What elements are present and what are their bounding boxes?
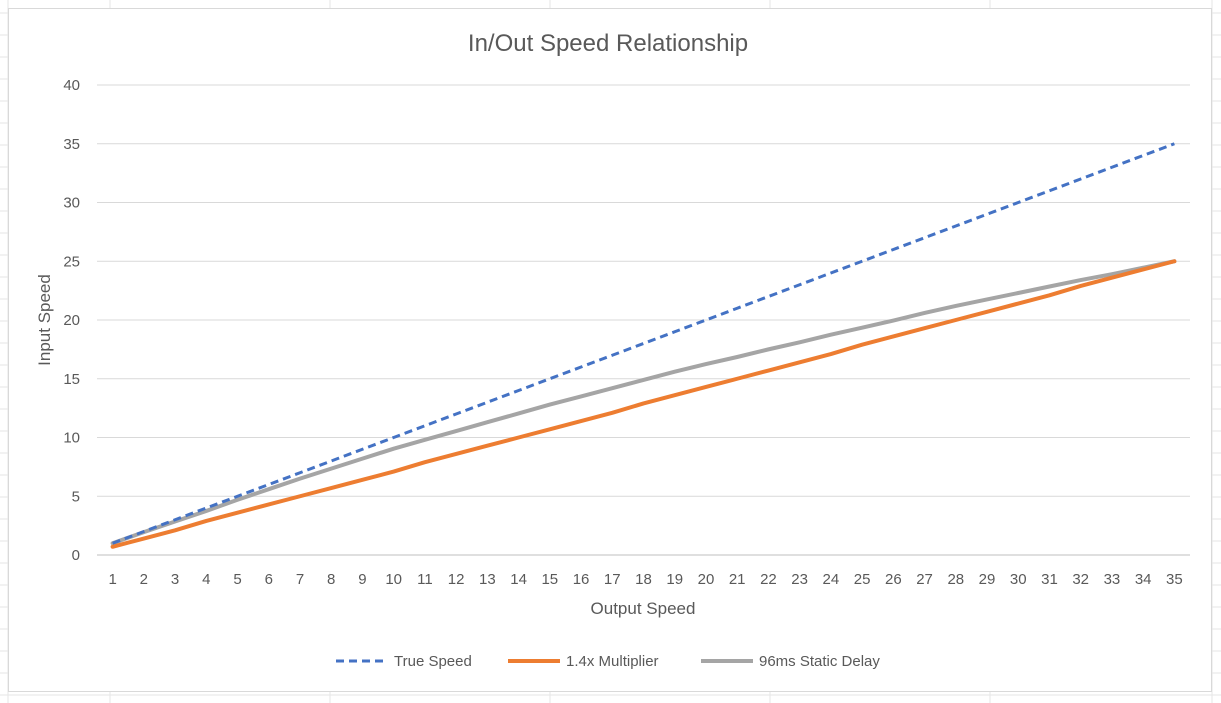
x-tick-label: 2 bbox=[140, 571, 148, 588]
y-tick-label: 0 bbox=[72, 547, 80, 564]
legend-label: True Speed bbox=[394, 653, 472, 670]
x-tick-label: 35 bbox=[1166, 571, 1183, 588]
x-tick-label: 17 bbox=[604, 571, 621, 588]
x-tick-label: 18 bbox=[635, 571, 652, 588]
x-tick-label: 32 bbox=[1072, 571, 1089, 588]
x-tick-label: 8 bbox=[327, 571, 335, 588]
series-line-96ms-static-delay bbox=[110, 259, 1177, 546]
chart-area[interactable] bbox=[8, 8, 1212, 692]
x-tick-label: 6 bbox=[265, 571, 273, 588]
legend-label: 96ms Static Delay bbox=[759, 653, 880, 670]
x-tick-label: 22 bbox=[760, 571, 777, 588]
x-tick-label: 5 bbox=[233, 571, 241, 588]
x-axis-tick-labels: 1 2 3 4 5 6 7 8 9 10 11 12 13 14 15 16 17 18 19 20 21 22 23 24 2… bbox=[108, 571, 1182, 588]
x-tick-label: 34 bbox=[1135, 571, 1152, 588]
y-axis-tick-labels: 0 5 10 15 20 25 30 35 40 bbox=[63, 77, 80, 564]
x-tick-label: 3 bbox=[171, 571, 179, 588]
x-tick-label: 26 bbox=[885, 571, 902, 588]
x-tick-label: 4 bbox=[202, 571, 210, 588]
series-line-1-4x-multiplier bbox=[110, 259, 1177, 549]
y-tick-label: 10 bbox=[63, 430, 80, 447]
legend: True Speed 1.4x Multiplier 96ms Static Del… bbox=[336, 653, 880, 670]
x-tick-label: 30 bbox=[1010, 571, 1027, 588]
x-tick-label: 20 bbox=[698, 571, 715, 588]
x-tick-label: 13 bbox=[479, 571, 496, 588]
x-tick-label: 14 bbox=[510, 571, 527, 588]
x-tick-label: 11 bbox=[417, 571, 433, 588]
x-tick-label: 10 bbox=[385, 571, 402, 588]
y-axis-title: Input Speed bbox=[35, 274, 54, 366]
y-tick-label: 40 bbox=[63, 77, 80, 94]
x-tick-label: 29 bbox=[979, 571, 996, 588]
y-tick-label: 35 bbox=[63, 136, 80, 153]
series-lines bbox=[110, 142, 1177, 549]
legend-label: 1.4x Multiplier bbox=[566, 653, 659, 670]
x-tick-label: 24 bbox=[823, 571, 840, 588]
series-line-true-speed bbox=[112, 142, 1175, 545]
x-tick-label: 25 bbox=[854, 571, 871, 588]
x-tick-label: 12 bbox=[448, 571, 465, 588]
x-tick-label: 28 bbox=[947, 571, 964, 588]
x-tick-label: 19 bbox=[666, 571, 683, 588]
x-tick-label: 16 bbox=[573, 571, 590, 588]
y-tick-label: 25 bbox=[63, 253, 80, 270]
x-tick-label: 15 bbox=[541, 571, 558, 588]
x-tick-label: 7 bbox=[296, 571, 304, 588]
y-tick-label: 20 bbox=[63, 312, 80, 329]
x-tick-label: 27 bbox=[916, 571, 933, 588]
chart-title: In/Out Speed Relationship bbox=[468, 30, 748, 57]
y-tick-label: 30 bbox=[63, 195, 80, 212]
x-axis-title: Output Speed bbox=[591, 599, 696, 618]
x-tick-label: 21 bbox=[729, 571, 746, 588]
y-tick-label: 15 bbox=[63, 371, 80, 388]
y-tick-label: 5 bbox=[72, 488, 80, 505]
x-tick-label: 31 bbox=[1041, 571, 1058, 588]
horizontal-gridlines bbox=[97, 84, 1190, 556]
x-tick-label: 9 bbox=[358, 571, 366, 588]
x-tick-label: 33 bbox=[1104, 571, 1121, 588]
x-tick-label: 1 bbox=[108, 571, 116, 588]
x-tick-label: 23 bbox=[791, 571, 808, 588]
